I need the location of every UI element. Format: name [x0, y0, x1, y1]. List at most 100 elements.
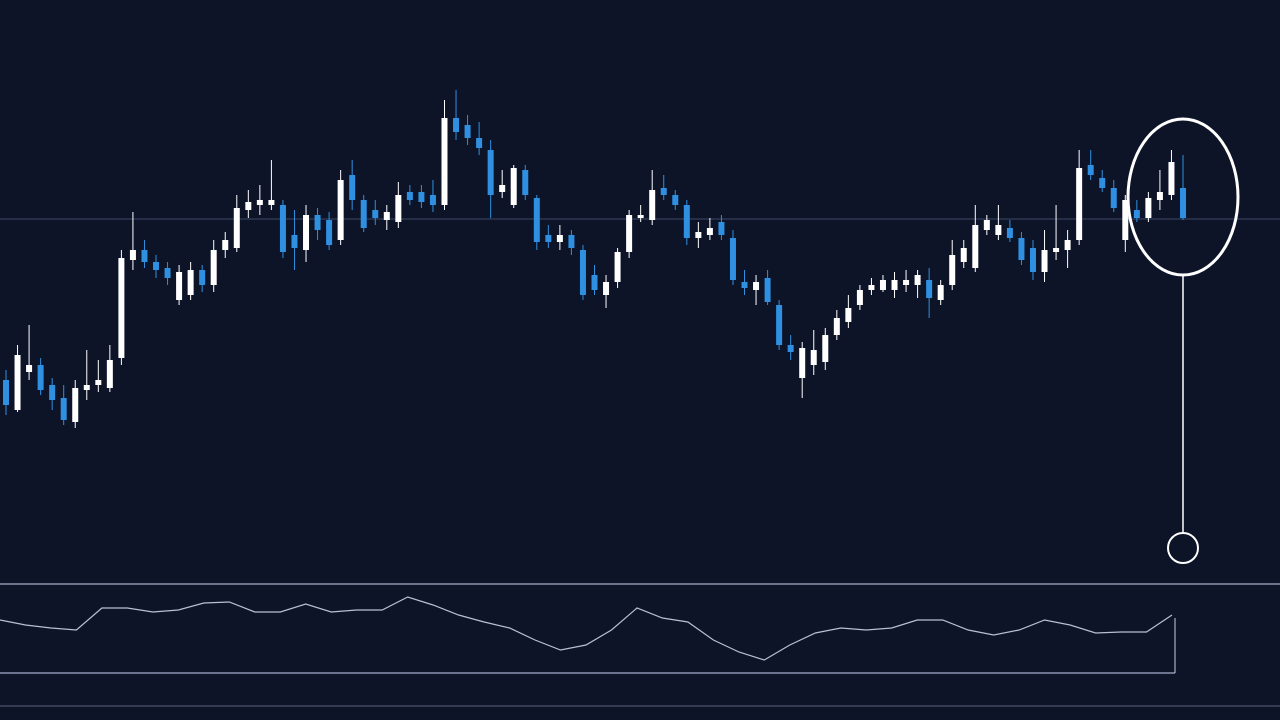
candle-body — [1133, 210, 1140, 218]
candle-body — [37, 365, 44, 390]
candle-body — [960, 248, 967, 262]
candle-body — [303, 215, 310, 250]
candle-body — [418, 192, 425, 202]
candle-body — [210, 250, 217, 285]
candle-body — [1180, 188, 1186, 218]
candle-body — [199, 270, 206, 285]
candle-body — [695, 232, 702, 238]
candle-body — [845, 308, 852, 322]
candle-body — [245, 202, 252, 210]
candle-body — [176, 272, 183, 300]
candle-body — [787, 345, 794, 352]
candle-body — [568, 235, 575, 248]
candle-body — [279, 205, 286, 252]
candle-body — [741, 282, 748, 288]
candle-body — [1156, 192, 1163, 200]
candle-body — [337, 180, 344, 240]
candle-body — [256, 200, 263, 205]
candle-body — [118, 258, 125, 358]
candle-body — [637, 215, 644, 218]
candle-body — [672, 195, 679, 205]
candle-body — [268, 200, 275, 205]
candle-body — [1122, 200, 1129, 240]
candle-body — [614, 252, 621, 282]
candle-body — [1018, 238, 1025, 260]
candle-body — [856, 290, 863, 305]
candle-body — [868, 285, 875, 290]
candle-body — [360, 200, 367, 228]
candle-body — [383, 212, 390, 220]
candle-body — [349, 175, 356, 200]
candle-body — [1145, 198, 1152, 218]
candle-body — [326, 220, 333, 245]
candle-body — [1041, 250, 1048, 272]
candle-body — [891, 280, 898, 290]
candle-body — [706, 228, 713, 235]
candle-body — [995, 225, 1002, 235]
candle-body — [729, 238, 736, 280]
candle-body — [1053, 248, 1060, 252]
candle-body — [533, 198, 540, 242]
candle-body — [764, 278, 771, 302]
candle-body — [879, 280, 886, 290]
candle-body — [26, 365, 33, 372]
candle-body — [499, 185, 506, 192]
candle-body — [903, 280, 910, 285]
candle-body — [291, 235, 298, 248]
candle-body — [106, 360, 113, 388]
candle-body — [372, 210, 379, 218]
candle-body — [129, 250, 136, 260]
candle-body — [72, 388, 79, 422]
candle-body — [983, 220, 990, 230]
candle-body — [799, 348, 806, 378]
candle-body — [233, 208, 240, 248]
candle-body — [164, 268, 171, 278]
candle-body — [429, 195, 436, 205]
candle-body — [718, 222, 725, 235]
candle-body — [83, 385, 90, 390]
candle-body — [60, 398, 67, 420]
candle-body — [833, 318, 840, 335]
candle-body — [141, 250, 148, 262]
candle-body — [476, 138, 483, 148]
candle-body — [14, 355, 21, 410]
pointer-end — [1167, 532, 1199, 564]
candle-body — [626, 215, 633, 252]
candle-body — [95, 380, 102, 385]
candle-body — [1064, 240, 1071, 250]
indicator-line — [0, 596, 1173, 661]
candle-body — [914, 275, 921, 285]
candle-body — [822, 335, 829, 362]
candle-body — [464, 125, 471, 138]
candle-body — [545, 235, 552, 242]
candle-body — [441, 118, 448, 205]
candle-body — [187, 270, 194, 295]
candle-body — [660, 188, 667, 195]
candle-body — [1006, 228, 1013, 238]
candle-body — [1168, 162, 1175, 195]
candle-body — [395, 195, 402, 222]
candle-body — [153, 262, 160, 270]
candle-body — [753, 282, 760, 290]
candle-body — [522, 170, 529, 195]
candle-body — [591, 275, 598, 290]
candle-body — [949, 255, 956, 285]
candle-body — [406, 192, 413, 200]
candle-body — [314, 215, 321, 230]
candle-body — [683, 205, 690, 238]
candle-body — [1076, 168, 1083, 240]
candle-body — [972, 225, 979, 268]
candle-body — [1087, 165, 1094, 175]
candle-body — [1029, 248, 1036, 272]
candle-body — [649, 190, 656, 220]
candle-body — [556, 235, 563, 242]
candle-body — [603, 282, 610, 295]
candle-body — [510, 168, 517, 205]
candle-body — [776, 305, 783, 345]
candle-body — [3, 380, 9, 405]
candle-body — [937, 285, 944, 300]
candle-body — [1099, 178, 1106, 188]
candle-body — [1110, 188, 1117, 208]
